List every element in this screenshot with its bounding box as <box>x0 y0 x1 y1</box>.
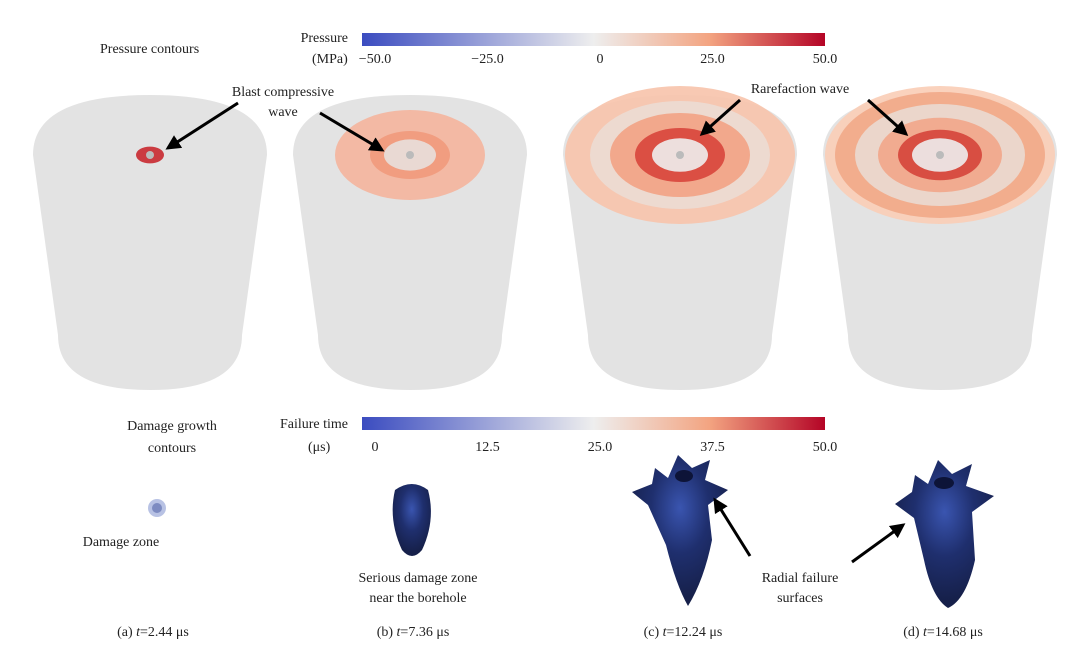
caption: (a) t=2.44 μs <box>117 625 189 640</box>
annotation: surfaces <box>777 591 823 606</box>
colorbar <box>362 33 825 46</box>
caption: (c) t=12.24 μs <box>644 625 723 640</box>
colorbar-label: Failure time <box>280 417 348 432</box>
annotation: Serious damage zone <box>359 571 478 586</box>
caption-part: (a) <box>117 625 136 640</box>
colorbar-unit: (μs) <box>308 440 331 455</box>
caption-part: (d) <box>903 625 923 640</box>
caption-part: =14.68 μs <box>927 625 983 640</box>
arrow <box>165 101 239 150</box>
damage-b <box>392 484 431 556</box>
borehole <box>146 151 154 159</box>
colorbar <box>362 417 825 430</box>
colorbar-label: Pressure <box>301 31 348 46</box>
arrow <box>699 98 742 137</box>
colorbar-tick: −50.0 <box>359 52 391 67</box>
section-title: Pressure contours <box>100 42 199 57</box>
colorbar-tick: 0 <box>372 440 379 455</box>
caption: (b) t=7.36 μs <box>377 625 450 640</box>
arrow <box>319 111 385 152</box>
borehole <box>675 470 693 482</box>
colorbar-tick: 50.0 <box>813 440 838 455</box>
borehole <box>934 477 954 489</box>
caption: (d) t=14.68 μs <box>903 625 983 640</box>
annotation: wave <box>268 105 298 120</box>
colorbar-tick: 37.5 <box>700 440 725 455</box>
annotation: Blast compressive <box>232 85 334 100</box>
caption-part: =7.36 μs <box>400 625 449 640</box>
arrow <box>866 98 909 137</box>
annotation: Rarefaction wave <box>751 82 849 97</box>
colorbar-tick: 12.5 <box>475 440 500 455</box>
colorbar-tick: 50.0 <box>813 52 838 67</box>
caption-part: =2.44 μs <box>140 625 189 640</box>
damage-d <box>895 460 994 608</box>
annotation: near the borehole <box>369 591 466 606</box>
caption-part: t <box>397 625 402 640</box>
caption-part: =12.24 μs <box>667 625 723 640</box>
caption-part: (b) <box>377 625 397 640</box>
annotation: Radial failure <box>762 571 839 586</box>
borehole <box>406 151 414 159</box>
annotation: Damage zone <box>83 535 160 550</box>
colorbar-tick: −25.0 <box>471 52 503 67</box>
cylinder <box>33 95 267 390</box>
caption-part: (c) <box>644 625 663 640</box>
borehole <box>676 151 684 159</box>
arrow <box>713 497 752 557</box>
borehole <box>936 151 944 159</box>
damage-c <box>632 455 728 606</box>
caption-part: t <box>663 625 668 640</box>
section-title: Damage growth <box>127 419 217 434</box>
damage-a <box>148 499 166 517</box>
colorbar-tick: 0 <box>597 52 604 67</box>
colorbar-unit: (MPa) <box>312 52 348 67</box>
caption-part: t <box>136 625 141 640</box>
arrow <box>851 523 906 564</box>
section-title: contours <box>148 441 196 456</box>
colorbar-tick: 25.0 <box>700 52 725 67</box>
colorbar-tick: 25.0 <box>588 440 613 455</box>
caption-part: t <box>923 625 928 640</box>
